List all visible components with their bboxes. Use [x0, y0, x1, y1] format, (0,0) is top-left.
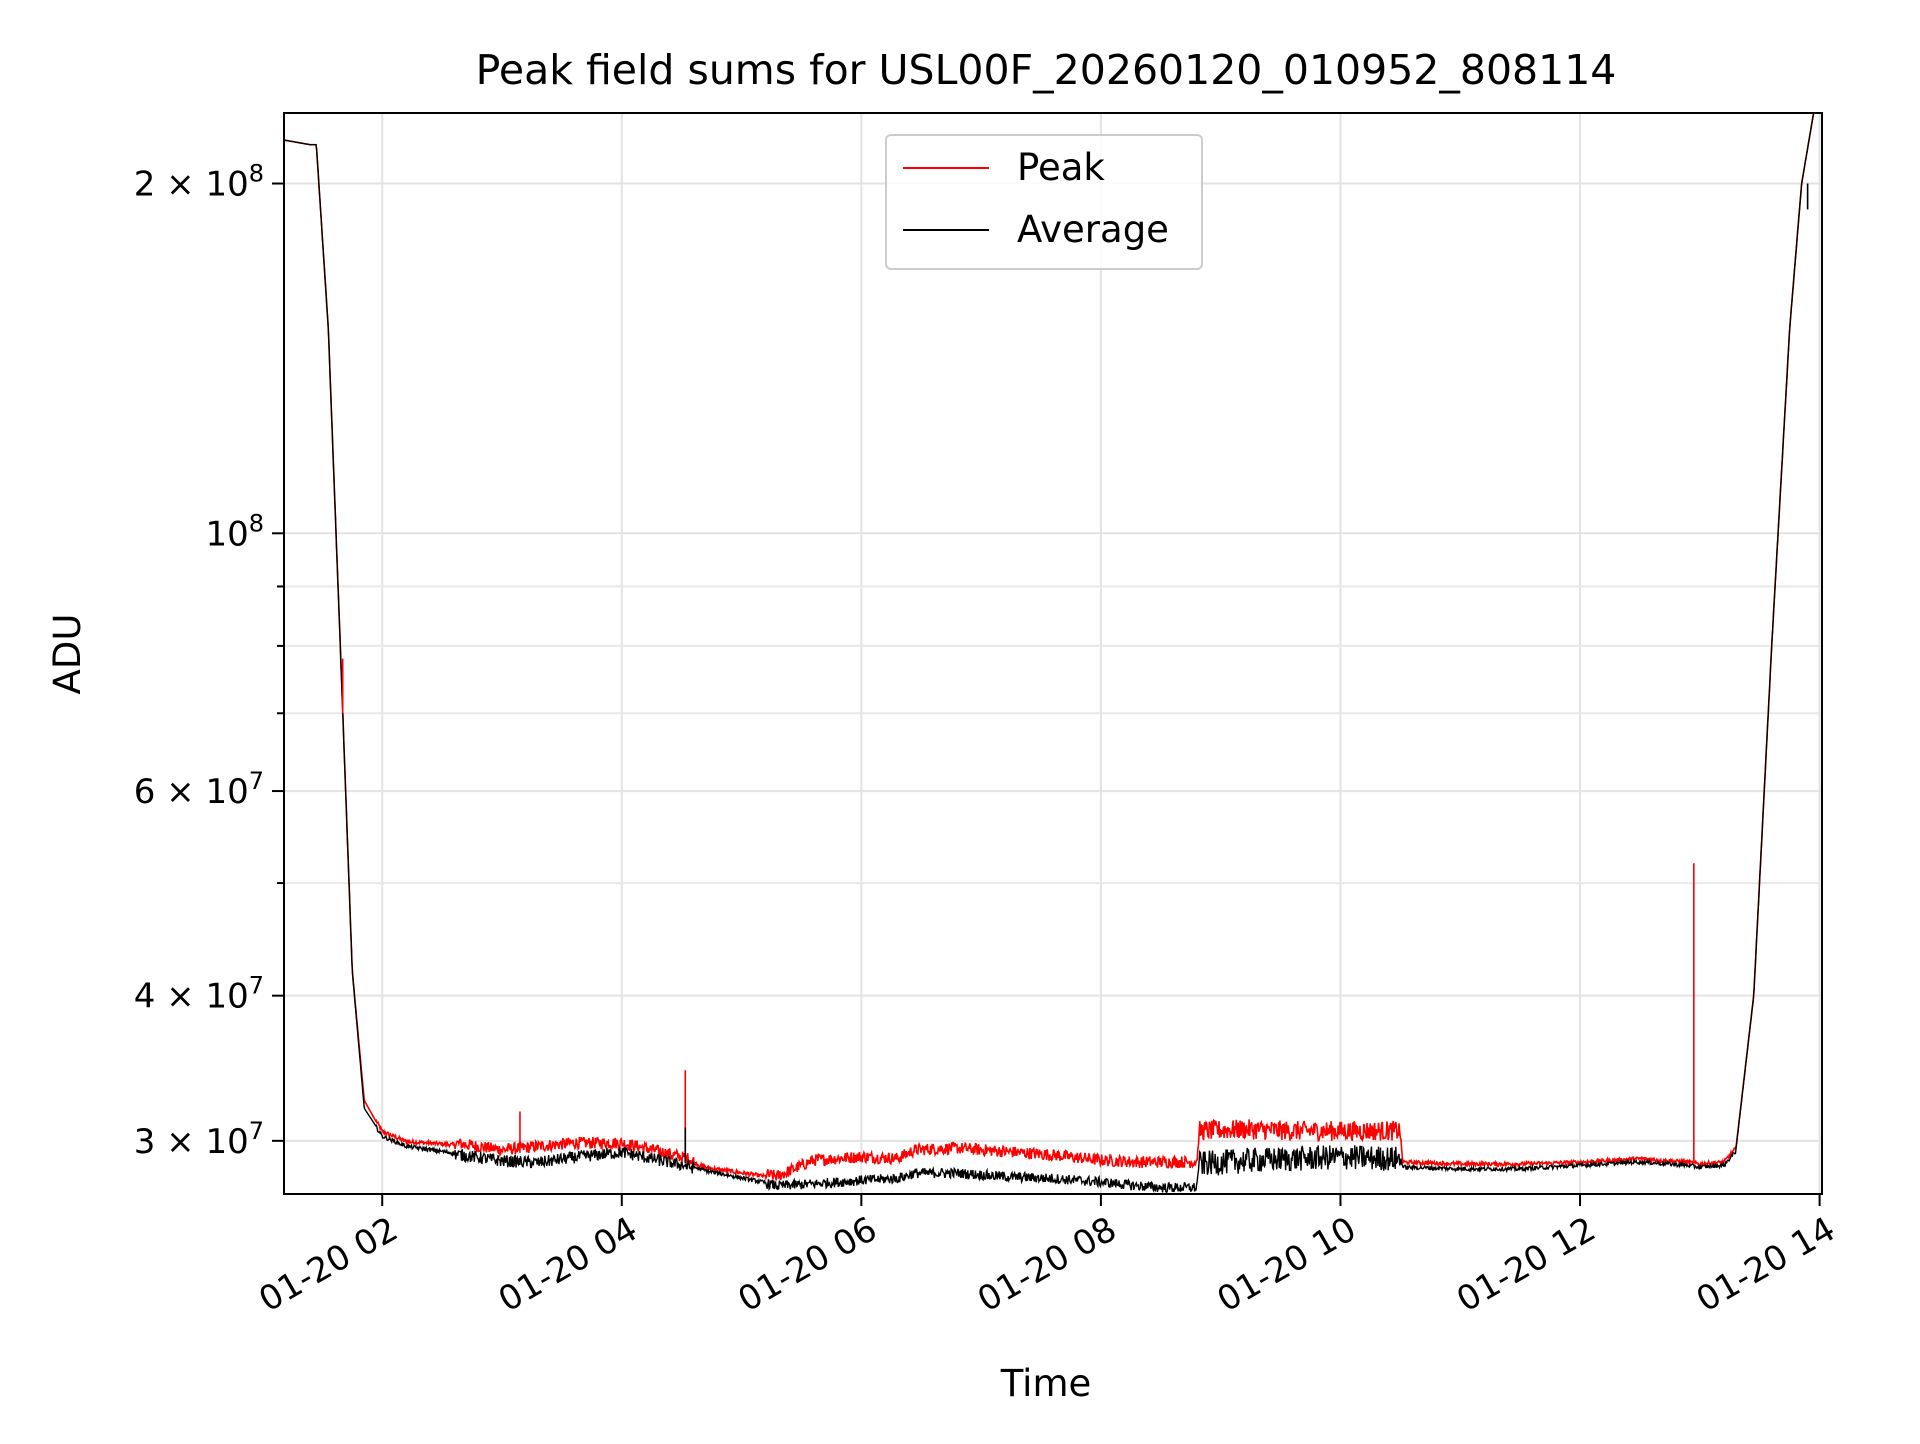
plot-series [284, 113, 1822, 1194]
chart-title: Peak field sums for USL00F_20260120_0109… [476, 46, 1617, 94]
x-axis-label: Time [1000, 1362, 1092, 1405]
y-tick-label: 108 [205, 509, 264, 554]
y-tick-label: 4 × 107 [134, 972, 264, 1017]
series-peak-line [284, 113, 1822, 1181]
series-average-line [284, 113, 1822, 1194]
legend: Peak Average [885, 134, 1203, 270]
y-tick-label: 2 × 108 [134, 160, 264, 205]
legend-peak-label: Peak [1017, 146, 1105, 189]
legend-item-average: Average [887, 210, 1201, 250]
plot-frame [283, 112, 1823, 1195]
y-tick-label: 6 × 107 [134, 767, 264, 812]
y-axis-label: ADU [46, 614, 89, 695]
legend-average-swatch [903, 229, 989, 231]
grid-lines [284, 113, 1822, 1194]
y-tick-label: 3 × 107 [134, 1117, 264, 1162]
legend-average-label: Average [1017, 208, 1169, 251]
legend-peak-swatch [903, 167, 989, 169]
legend-item-peak: Peak [887, 148, 1201, 188]
